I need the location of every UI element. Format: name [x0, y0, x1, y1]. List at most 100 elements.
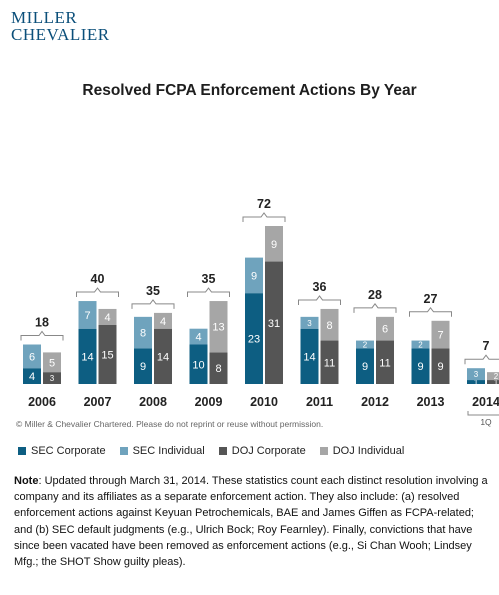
bar-doj-individual-2012: [376, 316, 394, 341]
chart-title: Resolved FCPA Enforcement Actions By Yea…: [82, 82, 417, 99]
bar-doj-corporate-2014: [487, 380, 499, 384]
bar-sec-individual-2013: [411, 340, 430, 349]
x-tick-label-2006: 2006: [28, 395, 56, 409]
data-label-doj-individual-2010: 9: [271, 239, 277, 251]
total-bracket-2008: [131, 299, 175, 309]
bar-sec-individual-2009: [189, 328, 208, 345]
total-bracket-2010: [242, 212, 286, 222]
data-label-sec-corporate-2006: 4: [29, 371, 35, 383]
data-label-doj-individual-2014: 2: [494, 372, 499, 381]
total-bracket-2013: [409, 306, 452, 317]
bar-sec-individual-2011: [300, 316, 319, 329]
x-tick-label-2010: 2010: [250, 395, 278, 409]
data-label-sec-corporate-2008: 9: [140, 361, 146, 373]
legend-swatch-sec-corporate: [18, 447, 26, 455]
logo-line-1: MILLER: [11, 8, 78, 27]
data-label-sec-corporate-2009: 10: [192, 359, 204, 371]
footnote-text: : Updated through March 31, 2014. These …: [14, 475, 488, 569]
bar-sec-corporate-2012: [356, 348, 374, 384]
bar-doj-individual-2007: [98, 308, 117, 325]
logo-line-2: CHEVALIER: [11, 25, 110, 44]
data-label-sec-corporate-2010: 23: [248, 334, 260, 346]
x-tick-label-2009: 2009: [195, 395, 223, 409]
bar-doj-individual-2013: [431, 320, 450, 349]
x-tick-label-2007: 2007: [84, 395, 112, 409]
data-label-sec-corporate-2012: 9: [362, 361, 368, 373]
total-bracket-2011: [298, 295, 341, 305]
data-label-sec-individual-2013: 2: [418, 341, 423, 350]
data-label-sec-corporate-2013: 9: [417, 361, 423, 373]
bar-doj-corporate-2006: [43, 372, 61, 384]
legend-swatch-doj-individual: [319, 447, 328, 455]
total-label-2006: 18: [35, 316, 49, 330]
footnote: Note: Updated through March 31, 2014. Th…: [14, 473, 488, 570]
copyright-notice: © Miller & Chevalier Chartered. Please d…: [16, 419, 324, 429]
data-label-sec-individual-2011: 3: [307, 319, 312, 328]
total-bracket-2007: [76, 287, 119, 298]
total-label-2007: 40: [91, 272, 105, 286]
sublabel-bracket-2014: [467, 411, 499, 416]
data-label-doj-corporate-2014: 1: [494, 378, 499, 387]
x-tick-label-2013: 2013: [417, 395, 445, 409]
bar-sec-corporate-2013: [411, 348, 430, 384]
bar-sec-corporate-2006: [23, 368, 41, 384]
x-tick-label-2014: 2014: [472, 395, 499, 409]
data-label-doj-individual-2012: 6: [382, 324, 388, 336]
data-label-doj-corporate-2010: 31: [268, 318, 280, 330]
bar-doj-corporate-2008: [154, 328, 172, 384]
bar-doj-corporate-2013: [431, 348, 450, 384]
data-label-doj-individual-2009: 13: [212, 322, 224, 334]
total-bracket-2014: [464, 354, 499, 365]
bar-sec-individual-2007: [78, 301, 97, 329]
data-label-doj-corporate-2013: 9: [437, 361, 443, 373]
total-label-2010: 72: [257, 197, 271, 211]
bar-doj-corporate-2012: [376, 340, 394, 384]
bar-sec-individual-2010: [245, 257, 263, 294]
total-bracket-2012: [353, 303, 397, 313]
total-label-2011: 36: [313, 280, 327, 294]
bar-doj-corporate-2009: [209, 352, 228, 384]
data-label-doj-corporate-2009: 8: [215, 363, 221, 375]
data-label-sec-corporate-2007: 14: [81, 351, 93, 363]
legend-swatch-sec-individual: [119, 447, 128, 455]
bar-sec-corporate-2010: [245, 293, 263, 384]
bar-doj-corporate-2007: [98, 324, 117, 384]
bar-doj-individual-2006: [43, 352, 61, 373]
data-label-doj-individual-2008: 4: [160, 316, 166, 328]
data-label-doj-individual-2006: 5: [49, 357, 55, 369]
bar-doj-individual-2014: [487, 372, 499, 381]
bar-chart: 4635182006147154402007981443520081048133…: [20, 197, 499, 427]
data-label-sec-individual-2014: 3: [474, 370, 479, 379]
legend-item-sec-corporate: SEC Corporate: [18, 445, 106, 457]
firm-logo: MILLER CHEVALIER: [11, 9, 110, 43]
total-label-2008: 35: [146, 284, 160, 298]
data-label-doj-individual-2013: 7: [437, 330, 443, 342]
data-label-doj-corporate-2012: 11: [379, 357, 390, 369]
bar-sec-corporate-2011: [300, 328, 319, 384]
data-label-sec-corporate-2011: 14: [303, 351, 315, 363]
legend-item-doj-individual: DOJ Individual: [319, 445, 405, 457]
data-label-sec-individual-2007: 7: [84, 310, 90, 322]
data-label-sec-individual-2006: 6: [29, 351, 35, 363]
x-tick-label-2011: 2011: [306, 395, 333, 409]
data-label-doj-individual-2011: 8: [326, 320, 332, 332]
bar-sec-corporate-2008: [134, 348, 152, 384]
bar-doj-individual-2009: [209, 301, 228, 353]
footnote-label: Note: [14, 475, 39, 487]
data-label-sec-individual-2010: 9: [251, 270, 257, 282]
data-label-sec-individual-2012: 2: [363, 341, 368, 350]
legend-swatch-doj-corporate: [218, 447, 227, 455]
data-label-sec-individual-2008: 8: [140, 328, 146, 340]
data-label-doj-individual-2007: 4: [104, 312, 110, 324]
bar-sec-individual-2014: [467, 368, 485, 381]
total-label-2012: 28: [368, 288, 382, 302]
bar-sec-corporate-2014: [467, 380, 485, 384]
data-label-sec-individual-2009: 4: [195, 332, 201, 344]
bar-sec-individual-2008: [134, 316, 152, 349]
bar-doj-individual-2008: [154, 312, 172, 329]
legend-label-doj-individual: DOJ Individual: [332, 445, 405, 457]
data-label-sec-corporate-2014: 1: [474, 378, 479, 387]
bar-sec-corporate-2007: [78, 328, 97, 384]
bar-doj-individual-2010: [265, 226, 283, 262]
legend-label-sec-corporate: SEC Corporate: [31, 445, 106, 457]
